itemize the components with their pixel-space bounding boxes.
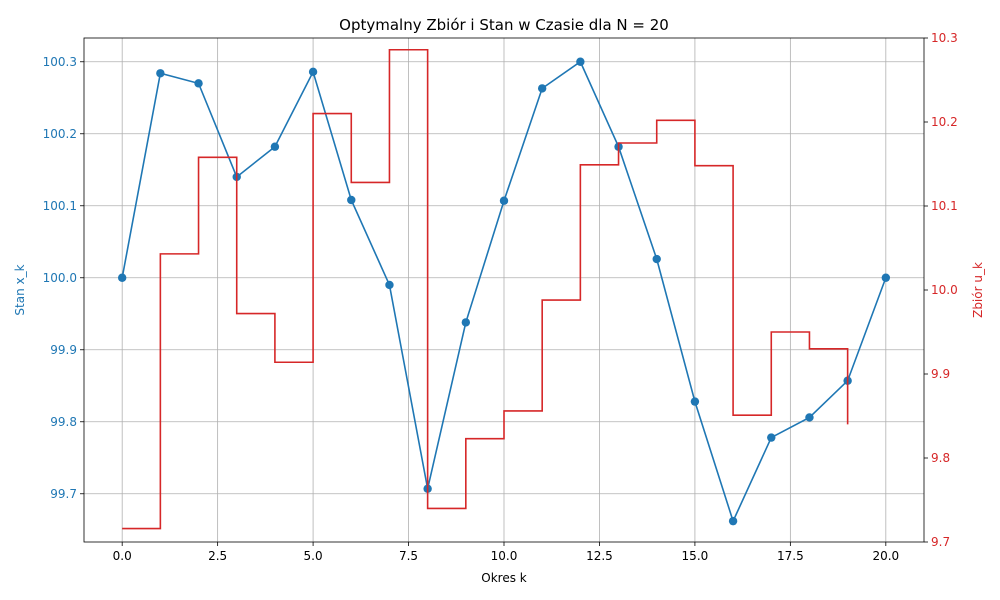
state-series-point (652, 254, 661, 264)
state-series-point (461, 318, 471, 327)
x-axis-label: Okres k (481, 571, 527, 585)
state-series-point (347, 195, 356, 205)
x-tick-label: 7.5 (399, 549, 418, 563)
control-series-step-line (122, 48, 849, 530)
x-tick-label: 12.5 (586, 549, 613, 563)
state-series-point (194, 79, 203, 88)
axes-layer: 0.0 2.5 5.0 7.5 10.0 12.5 15.0 17.5 20.0 99.7 99.8… (43, 31, 958, 563)
y-axis-right-label: Zbiór u_k (971, 262, 985, 318)
state-series-point (576, 57, 585, 66)
x-tick-label: 2.5 (208, 549, 227, 563)
y-right-tick-label: 10.1 (931, 199, 958, 213)
y-left-tick-label: 100.3 (43, 55, 77, 69)
y-left-tick-label: 99.7 (50, 487, 77, 501)
y-left-tick-label: 100.2 (43, 127, 77, 141)
state-series-point (308, 67, 318, 77)
x-tick-label: 15.0 (682, 549, 709, 563)
y-axis-left-label: Stan x_k (13, 264, 27, 315)
chart-title: Optymalny Zbiór i Stan w Czasie dla N = … (339, 16, 669, 34)
state-series-point (499, 196, 509, 205)
state-series-point (690, 397, 700, 406)
x-tick-label: 17.5 (777, 549, 804, 563)
x-tick-label: 5.0 (304, 549, 323, 563)
y-left-tick-label: 99.9 (50, 343, 77, 357)
y-left-tick-label: 100.1 (43, 199, 77, 213)
state-series-point (156, 69, 165, 78)
state-series-point (767, 433, 776, 442)
y-right-tick-label: 10.3 (931, 31, 958, 45)
state-series-point (117, 273, 127, 282)
y-left-tick-label: 100.0 (43, 271, 77, 285)
y-right-tick-label: 9.9 (931, 367, 950, 381)
x-tick-label: 20.0 (872, 549, 899, 563)
y-right-tick-label: 10.0 (931, 283, 958, 297)
grid-layer (84, 38, 924, 542)
y-right-tick-label: 9.8 (931, 451, 950, 465)
series-layer (117, 48, 891, 530)
y-right-tick-label: 10.2 (931, 115, 958, 129)
x-tick-label: 10.0 (491, 549, 518, 563)
state-series-point (805, 413, 814, 422)
x-tick-label: 0.0 (113, 549, 132, 563)
state-series-point (537, 84, 547, 93)
state-series-point (385, 280, 394, 290)
state-series-point (270, 142, 280, 151)
state-series-point (728, 516, 738, 526)
state-series-point (881, 273, 891, 282)
y-right-tick-label: 9.7 (931, 535, 950, 549)
y-left-tick-label: 99.8 (50, 415, 77, 429)
